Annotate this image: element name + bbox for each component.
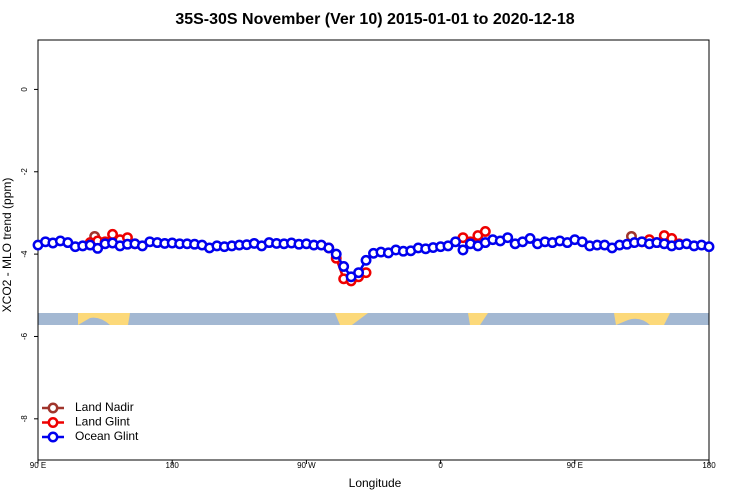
chart-title: 35S-30S November (Ver 10) 2015-01-01 to … [175, 11, 574, 28]
x-tick-label: 0 [438, 461, 443, 470]
x-tick-label: 180 [702, 461, 716, 470]
x-tick-label: 90 E [567, 461, 583, 470]
land-strip [38, 313, 709, 325]
legend-label: Land Nadir [75, 400, 134, 414]
y-axis-label: XCO2 - MLO trend (ppm) [0, 178, 14, 313]
point [703, 241, 715, 253]
point [92, 242, 104, 254]
legend-marker [47, 431, 59, 443]
land-patch [468, 313, 488, 325]
point [353, 267, 365, 279]
ocean-band [38, 313, 709, 325]
x-tick-label: 90 E [30, 461, 46, 470]
x-tick-label: 90 W [297, 461, 316, 470]
legend-marker [47, 417, 59, 428]
legend-label: Land Glint [75, 415, 130, 429]
land-patch [335, 313, 368, 325]
point [524, 233, 536, 244]
x-tick-label: 180 [166, 461, 180, 470]
y-tick-label: 0 [20, 87, 29, 92]
y-tick-label: -2 [20, 168, 29, 176]
y-tick-label: -6 [20, 332, 29, 340]
point [360, 254, 372, 266]
point [502, 232, 514, 244]
x-axis-label: Longitude [349, 476, 402, 490]
point [450, 236, 461, 248]
legend-label: Ocean Glint [75, 429, 139, 443]
point [338, 261, 350, 272]
land-patch [78, 313, 130, 325]
point [323, 242, 335, 254]
point [457, 244, 469, 256]
point [330, 248, 342, 260]
legend-marker [47, 402, 59, 414]
y-tick-label: -4 [20, 250, 29, 258]
land-patch [614, 313, 670, 325]
y-tick-label: -8 [20, 415, 29, 423]
point [479, 226, 491, 237]
